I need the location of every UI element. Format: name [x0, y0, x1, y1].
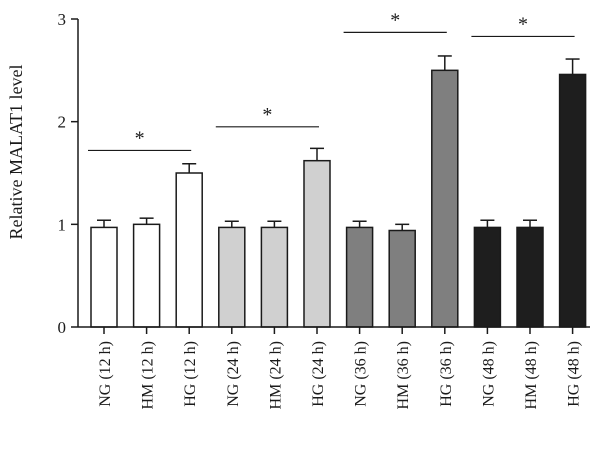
y-tick-label: 3	[58, 10, 67, 29]
bar	[132, 223, 161, 328]
bar	[303, 159, 331, 328]
y-tick-label: 2	[58, 113, 67, 132]
y-axis-title: Relative MALAT1 level	[6, 65, 26, 240]
significance-star: *	[390, 9, 400, 31]
bar	[516, 226, 544, 328]
bar	[260, 226, 289, 328]
x-tick-label: NG (24 h)	[225, 341, 242, 407]
bar	[388, 229, 416, 328]
significance-star: *	[262, 104, 272, 126]
x-tick-label: HM (48 h)	[523, 341, 540, 409]
y-ticks: 0 1 2 3	[58, 10, 78, 337]
x-tick-label: NG (12 h)	[97, 341, 114, 407]
x-tick-label: HM (36 h)	[395, 341, 412, 409]
x-tick-label: NG (48 h)	[480, 341, 497, 407]
x-tick-label: HG (48 h)	[566, 341, 583, 407]
x-tick-label: HM (24 h)	[267, 341, 284, 409]
x-tick-labels: NG (12 h) HM (12 h) HG (12 h) NG (24 h) HM (…	[97, 327, 583, 409]
x-tick-label: NG (36 h)	[353, 341, 370, 407]
x-tick-label: HG (12 h)	[182, 341, 199, 407]
bar	[90, 226, 118, 328]
y-tick-label: 0	[58, 318, 67, 337]
x-tick-label: HM (12 h)	[140, 341, 157, 409]
bar	[218, 226, 246, 328]
x-tick-label: HG (24 h)	[310, 341, 327, 407]
significance-brackets: * * * *	[88, 9, 575, 152]
bar	[175, 172, 203, 328]
significance-star: *	[518, 13, 528, 35]
bar	[345, 226, 374, 328]
significance-star: *	[135, 127, 145, 149]
bar	[473, 226, 502, 328]
x-tick-label: HG (36 h)	[438, 341, 455, 407]
bar	[558, 73, 587, 328]
bar	[431, 69, 459, 328]
bars	[90, 55, 587, 328]
y-axis: 0 1 2 3	[58, 10, 79, 337]
y-tick-label: 1	[58, 215, 67, 234]
